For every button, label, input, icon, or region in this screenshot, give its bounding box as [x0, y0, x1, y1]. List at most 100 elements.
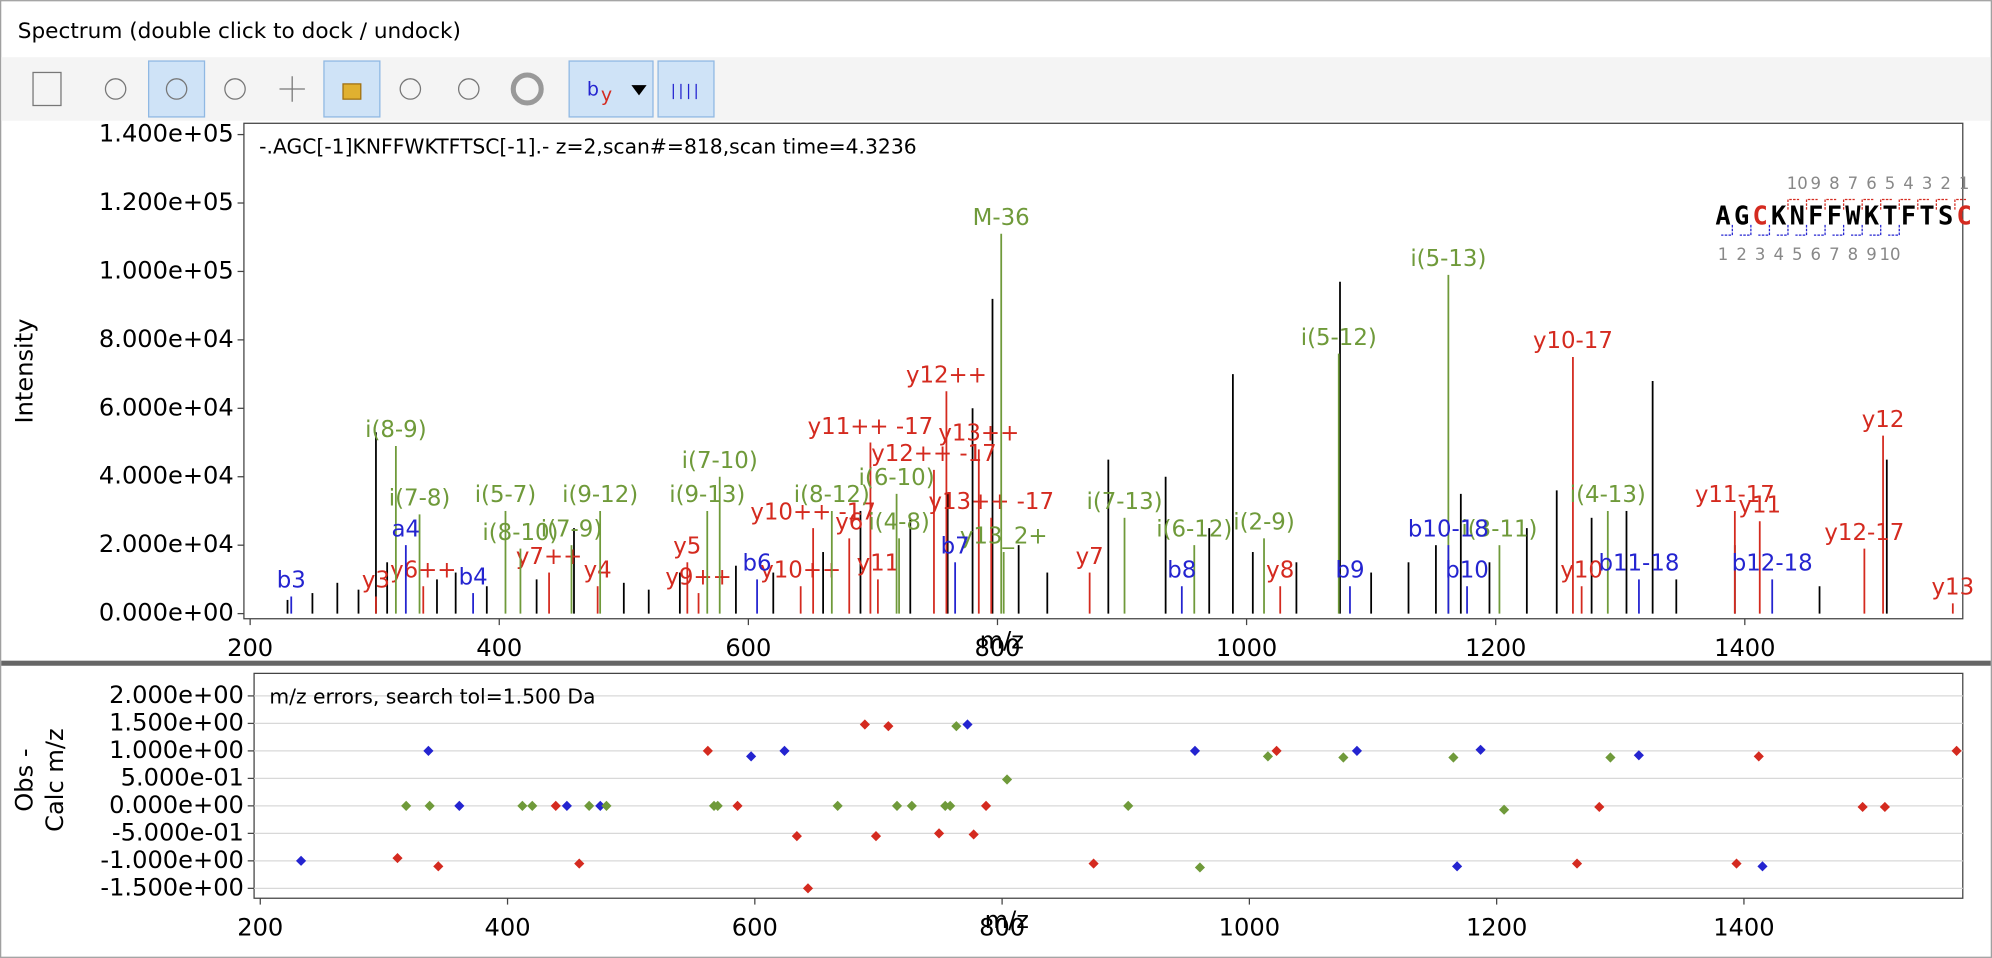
y-tick-label: -1.000e+00 [100, 846, 244, 874]
peak-label: i(7-9) [541, 516, 603, 542]
back-button[interactable] [399, 78, 422, 100]
b-bracket [1851, 224, 1863, 236]
pan-button[interactable] [279, 76, 305, 102]
y-tick-label: 1.200e+05 [99, 188, 234, 216]
error-point [933, 828, 945, 839]
y-number: 3 [1922, 174, 1932, 193]
y-number: 4 [1903, 174, 1914, 193]
peaks-button[interactable] [657, 60, 715, 118]
peak-label: y4 [584, 557, 612, 583]
ion-b: b [587, 79, 599, 101]
error-point [732, 800, 743, 811]
y-number: 7 [1848, 174, 1859, 193]
plot-area [243, 122, 1964, 620]
error-point [584, 800, 595, 811]
error-point [1338, 752, 1349, 763]
error-point [802, 883, 814, 894]
residue: T [1882, 200, 1897, 230]
y-number: 5 [1885, 174, 1895, 193]
peak-label: b3 [277, 568, 306, 594]
x-tick-label: 400 [476, 634, 522, 662]
y-number: 8 [1829, 174, 1839, 193]
error-point [980, 800, 992, 811]
peak-label: b10-18 [1408, 516, 1489, 542]
b-number: 9 [1866, 245, 1876, 264]
y-tick-label: 6.000e+04 [99, 393, 234, 421]
x-tick-label: 1000 [1216, 634, 1277, 662]
error-point [1951, 745, 1962, 756]
window-title[interactable]: Spectrum (double click to dock / undock) [18, 19, 461, 44]
error-point [1498, 804, 1510, 815]
zoom-out-button[interactable] [224, 78, 246, 100]
y-bracket [1805, 198, 1818, 210]
peak-label: i(8-9) [365, 417, 427, 443]
peak-label: b9 [1335, 557, 1364, 583]
peak-label: y8 [1266, 557, 1294, 583]
error-point [595, 800, 606, 811]
y-tick-label: 5.000e-01 [121, 763, 244, 791]
y-tick-label: -5.000e-01 [112, 818, 244, 846]
b-bracket [1869, 224, 1882, 236]
peak-label: y10++ [760, 557, 841, 583]
error-point [1262, 751, 1274, 762]
error-point [1351, 745, 1363, 756]
b-number: 1 [1718, 245, 1728, 264]
error-point [832, 800, 843, 811]
y-bracket [1880, 198, 1892, 210]
x-tick-label: 200 [237, 914, 283, 942]
error-point [1452, 861, 1463, 872]
residue: K [1771, 200, 1787, 230]
peak-label: b12-18 [1732, 551, 1813, 577]
peak-label: b11-18 [1598, 551, 1679, 577]
error-point [1001, 774, 1013, 785]
y-tick-label: 1.000e+05 [99, 256, 234, 284]
peak-label: y10-17 [1533, 328, 1613, 354]
error-point [601, 800, 612, 811]
peak-label: y3 [362, 568, 390, 594]
error-point [870, 831, 882, 842]
b-number: 10 [1879, 245, 1900, 264]
peak-label: b10 [1445, 557, 1489, 583]
peak-label: y11 [857, 551, 900, 577]
peak-label: y5 [673, 534, 701, 560]
peak-label: i(5-12) [1301, 325, 1377, 351]
peak-label: i(8-10) [482, 520, 558, 546]
error-point [527, 800, 538, 811]
b-bracket [1739, 224, 1752, 236]
table-button[interactable] [32, 71, 62, 107]
residue: C [1753, 200, 1768, 230]
error-point [779, 745, 790, 756]
b-bracket [1721, 224, 1733, 236]
zoom-reset-button[interactable] [104, 78, 127, 100]
b-bracket [1758, 224, 1771, 236]
error-point [791, 831, 802, 842]
zoom-in-button[interactable] [148, 60, 206, 118]
chart-title: m/z errors, search tol=1.500 Da [269, 685, 595, 709]
x-tick-label: 1000 [1219, 914, 1280, 942]
residue: S [1938, 200, 1953, 230]
y-number: 10 [1787, 174, 1808, 193]
peak-label: i(3-11) [1461, 516, 1537, 542]
settings-button[interactable] [510, 72, 544, 106]
peak-label: i(4-8) [868, 510, 930, 536]
x-tick-label: 600 [732, 914, 778, 942]
peak-label: y6 [835, 510, 863, 536]
residue: T [1919, 200, 1934, 230]
splitter[interactable] [1, 660, 1991, 666]
error-point [951, 721, 962, 732]
peak-label: b7 [941, 534, 970, 560]
y-tick-label: -1.500e+00 [100, 873, 244, 901]
y-number: 6 [1866, 174, 1876, 193]
y-bracket [1861, 198, 1874, 210]
peak-label: i(7-10) [682, 448, 758, 474]
b-number: 2 [1736, 245, 1746, 264]
error-point [712, 800, 723, 811]
peak-label: M-36 [973, 205, 1030, 231]
residue: N [1790, 200, 1805, 230]
residue: W [1845, 200, 1861, 230]
peak-label: i(7-13) [1086, 489, 1162, 515]
y-tick-label: 0.000e+00 [109, 791, 244, 819]
forward-button[interactable] [457, 78, 480, 100]
error-point [550, 800, 561, 811]
